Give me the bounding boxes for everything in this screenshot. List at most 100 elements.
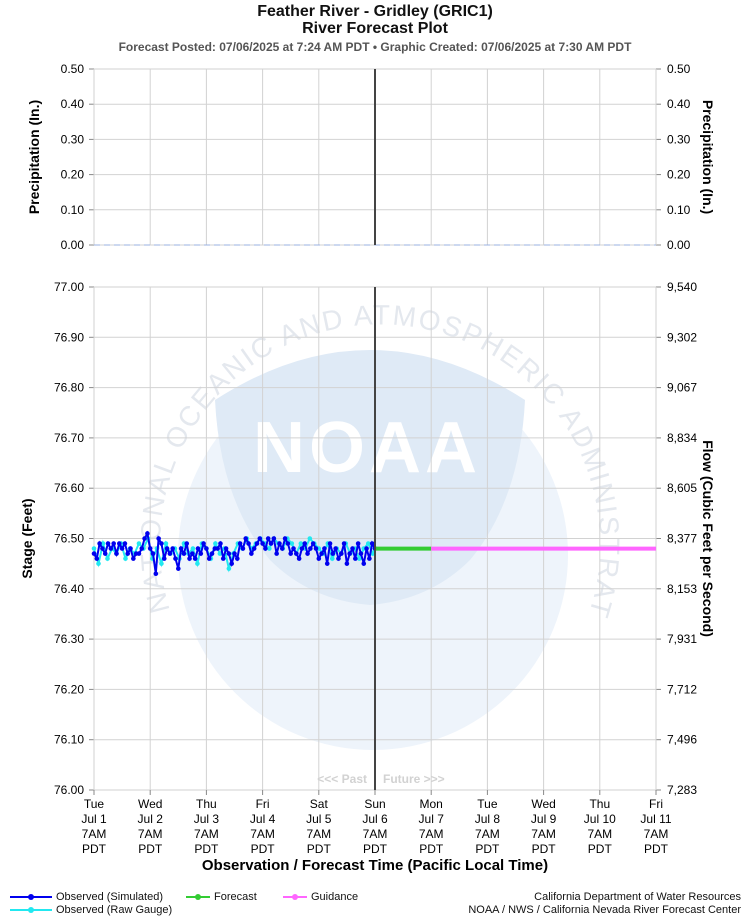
flow-tick-label-right: 8,377	[667, 532, 697, 546]
x-tick-label: Fri	[649, 797, 663, 811]
chart-subtitle: River Forecast Plot	[302, 20, 448, 37]
observed-simulated-series-point	[167, 551, 173, 556]
x-tick-label: Tue	[84, 797, 105, 811]
observed-simulated-series-point	[218, 541, 223, 546]
x-tick-label: 7AM	[644, 827, 669, 841]
flow-y-axis-label: Flow (Cubic Feet per Second)	[700, 440, 716, 637]
legend-label-guidance: Guidance	[311, 891, 359, 903]
precip-tick-label-right: 0.20	[667, 168, 691, 182]
observed-simulated-series-point	[313, 546, 319, 551]
legend-label-observed-simulated: Observed (Simulated)	[56, 891, 163, 903]
stage-y-axis-label: Stage (Feet)	[19, 498, 35, 578]
stage-tick-label-left: 76.40	[54, 582, 84, 596]
precip-y-axis-label-left: Precipitation (In.)	[26, 100, 42, 214]
observed-simulated-series-point	[347, 551, 353, 556]
past-label: <<< Past	[317, 772, 367, 786]
observed-simulated-series-point	[128, 546, 133, 551]
precip-tick-label-right: 0.30	[667, 132, 691, 146]
future-label: Future >>>	[383, 772, 445, 786]
x-tick-label: Jul 10	[584, 812, 616, 826]
observed-simulated-series-point	[192, 556, 198, 561]
precip-tick-label-left: 0.20	[61, 168, 85, 182]
x-tick-label: 7AM	[306, 827, 331, 841]
credit-dwr: California Department of Water Resources	[534, 891, 741, 903]
x-tick-label: Sun	[364, 797, 385, 811]
observed-raw-series-point	[159, 561, 164, 566]
observed-simulated-series-point	[173, 556, 178, 561]
x-tick-label: PDT	[138, 842, 163, 856]
x-tick-label: Jul 4	[250, 812, 276, 826]
x-tick-label: PDT	[82, 842, 107, 856]
x-tick-label: PDT	[588, 842, 613, 856]
x-tick-label: Sat	[310, 797, 329, 811]
observed-simulated-series-point	[184, 541, 190, 546]
observed-simulated-series-point	[116, 541, 122, 546]
observed-simulated-series-point	[296, 556, 302, 561]
x-tick-label: Jul 2	[138, 812, 164, 826]
legend-swatch-observed-simulated	[10, 894, 52, 900]
x-tick-label: 7AM	[587, 827, 612, 841]
x-tick-label: Jul 11	[640, 812, 671, 826]
x-tick-label: Tue	[477, 797, 498, 811]
x-tick-label: 7AM	[363, 827, 388, 841]
observed-simulated-series-point	[159, 541, 164, 546]
observed-simulated-series-point	[257, 536, 263, 541]
stage-tick-label-left: 76.00	[54, 783, 84, 797]
observed-raw-series-point	[267, 546, 272, 551]
flow-tick-label-right: 8,153	[667, 582, 697, 596]
x-tick-label: Fri	[256, 797, 270, 811]
observed-simulated-series-point	[170, 546, 175, 551]
flow-tick-label-right: 8,605	[667, 481, 697, 495]
observed-raw-series-point	[195, 561, 200, 566]
x-tick-label: 7AM	[194, 827, 219, 841]
legend-swatch-observed-raw	[10, 907, 52, 913]
observed-simulated-series-point	[190, 551, 195, 556]
observed-simulated-series-point	[122, 541, 128, 546]
stage-tick-label-left: 76.30	[54, 632, 84, 646]
legend-guidance: Guidance	[283, 891, 358, 903]
observed-simulated-series-point	[206, 556, 212, 561]
observed-simulated-series-point	[268, 541, 274, 546]
stage-tick-label-left: 76.60	[54, 481, 84, 495]
observed-simulated-series-point	[119, 546, 125, 551]
observed-raw-series-point	[289, 541, 295, 546]
x-tick-label: Jul 5	[306, 812, 332, 826]
observed-simulated-series-point	[235, 556, 240, 561]
x-tick-label: 7AM	[419, 827, 444, 841]
observed-simulated-series-point	[333, 546, 338, 551]
observed-simulated-series-point	[249, 551, 254, 556]
x-tick-label: Jul 7	[419, 812, 445, 826]
x-tick-label: Jul 1	[81, 812, 107, 826]
observed-raw-series-point	[213, 541, 218, 546]
observed-simulated-series-point	[288, 551, 294, 556]
legend-swatch-guidance	[283, 894, 307, 900]
observed-simulated-series-point	[353, 556, 358, 561]
flow-tick-label-right: 7,496	[667, 733, 697, 747]
x-tick-label: Thu	[589, 797, 610, 811]
observed-simulated-series-point	[195, 546, 201, 551]
observed-simulated-series-point	[164, 546, 170, 551]
observed-simulated-series-point	[324, 561, 330, 566]
x-tick-label: PDT	[644, 842, 669, 856]
observed-simulated-series-point	[299, 546, 305, 551]
legend-label-observed-raw: Observed (Raw Gauge)	[56, 904, 173, 916]
x-tick-label: 7AM	[82, 827, 107, 841]
stage-tick-label-left: 77.00	[54, 280, 84, 294]
observed-raw-series-point	[163, 541, 169, 546]
observed-simulated-series-point	[285, 541, 291, 546]
x-tick-label: 7AM	[475, 827, 500, 841]
observed-simulated-series-point	[364, 546, 369, 551]
observed-simulated-series-point	[282, 536, 288, 541]
x-tick-label: PDT	[307, 842, 332, 856]
observed-simulated-series-point	[319, 551, 324, 556]
observed-simulated-series-point	[302, 541, 308, 546]
observed-simulated-series-point	[187, 556, 192, 561]
observed-raw-series-point	[329, 556, 335, 561]
precip-tick-label-left: 0.30	[61, 132, 85, 146]
observed-simulated-series-point	[358, 551, 364, 556]
legend-label-forecast: Forecast	[214, 891, 257, 903]
forecast-posted-info: Forecast Posted: 07/06/2025 at 7:24 AM P…	[118, 40, 632, 54]
observed-simulated-series-point	[94, 556, 100, 561]
observed-simulated-series-point	[291, 546, 296, 551]
observed-raw-series-point	[365, 541, 371, 546]
